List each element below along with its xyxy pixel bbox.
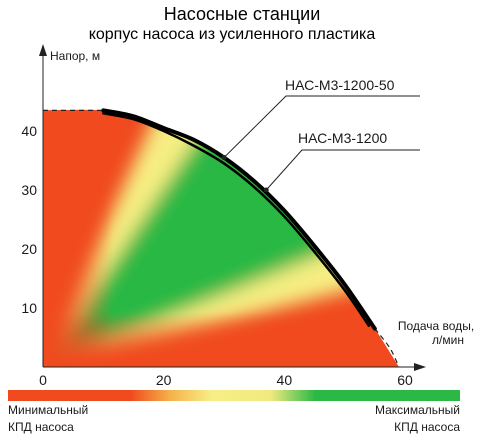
- callout-dot: [264, 188, 269, 193]
- chart-title: Насосные станции: [164, 4, 321, 24]
- x-axis-arrow: [414, 363, 426, 371]
- legend-max-line1: Максимальный: [375, 403, 460, 417]
- x-tick-label: 20: [156, 372, 172, 388]
- y-tick-label: 20: [21, 241, 37, 257]
- efficiency-legend: Минимальный КПД насоса Максимальный КПД …: [8, 390, 460, 434]
- x-axis-label-line1: Подача воды,: [398, 319, 474, 333]
- x-tick-label: 60: [397, 372, 413, 388]
- series-label: НАС-М3-1200-50: [285, 77, 395, 93]
- legend-gradient-bar: [8, 390, 460, 401]
- series-callouts: НАС-М3-1200-50 НАС-М3-1200: [222, 77, 421, 193]
- y-tick-label: 30: [21, 182, 37, 198]
- legend-min-line2: КПД насоса: [8, 420, 74, 434]
- series-label: НАС-М3-1200: [298, 130, 387, 146]
- legend-max-line2: КПД насоса: [394, 420, 460, 434]
- callout-dot: [222, 155, 227, 160]
- y-tick-label: 40: [21, 123, 37, 139]
- y-axis-arrow: [39, 44, 47, 56]
- callout-leader: [224, 96, 420, 158]
- bottom-fade: [43, 312, 405, 367]
- y-axis-label: Напор, м: [50, 49, 100, 63]
- x-axis-label-line2: л/мин: [432, 333, 464, 347]
- x-tick-label: 40: [277, 372, 293, 388]
- callout-leader: [266, 150, 420, 190]
- legend-min-line1: Минимальный: [8, 403, 88, 417]
- y-tick-label: 10: [21, 300, 37, 316]
- efficiency-heat-area: [43, 0, 451, 367]
- x-tick-label: 0: [39, 372, 47, 388]
- chart-subtitle: корпус насоса из усиленного пластика: [89, 26, 376, 43]
